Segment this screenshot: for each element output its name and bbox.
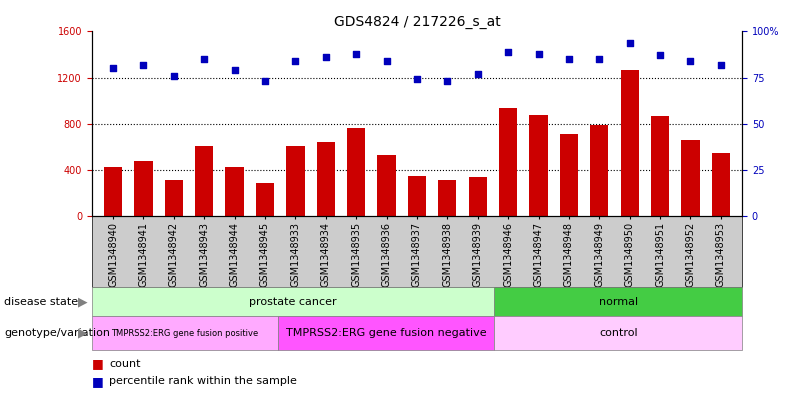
Point xyxy=(563,56,575,62)
Text: TMPRSS2:ERG gene fusion negative: TMPRSS2:ERG gene fusion negative xyxy=(286,328,486,338)
Point xyxy=(623,39,636,46)
Point xyxy=(654,52,666,59)
Bar xyxy=(591,125,608,216)
Point xyxy=(684,58,697,64)
Point xyxy=(714,62,727,68)
Bar xyxy=(226,167,243,216)
Text: normal: normal xyxy=(598,297,638,307)
Text: ▶: ▶ xyxy=(78,295,88,308)
Bar xyxy=(286,146,305,216)
Bar xyxy=(438,180,456,216)
Point xyxy=(168,73,180,79)
Bar xyxy=(195,146,213,216)
Text: ■: ■ xyxy=(92,357,104,370)
Text: TMPRSS2:ERG gene fusion positive: TMPRSS2:ERG gene fusion positive xyxy=(111,329,259,338)
Bar xyxy=(559,134,578,216)
Text: genotype/variation: genotype/variation xyxy=(4,328,110,338)
Bar xyxy=(256,183,275,216)
Bar xyxy=(164,180,183,216)
Bar xyxy=(712,152,730,216)
Bar xyxy=(347,129,365,216)
Point xyxy=(350,50,362,57)
Text: percentile rank within the sample: percentile rank within the sample xyxy=(109,376,297,386)
Point xyxy=(319,54,332,61)
Point xyxy=(441,78,454,84)
Text: ▶: ▶ xyxy=(78,327,88,340)
Bar xyxy=(681,140,700,216)
Text: count: count xyxy=(109,358,140,369)
Title: GDS4824 / 217226_s_at: GDS4824 / 217226_s_at xyxy=(334,15,500,29)
Text: ■: ■ xyxy=(92,375,104,388)
Point xyxy=(259,78,271,84)
Point xyxy=(107,65,120,72)
Point xyxy=(502,49,515,55)
Point xyxy=(198,56,211,62)
Point xyxy=(137,62,150,68)
Point xyxy=(472,71,484,77)
Point xyxy=(228,67,241,73)
Point xyxy=(289,58,302,64)
Point xyxy=(532,50,545,57)
Point xyxy=(593,56,606,62)
Bar xyxy=(134,161,152,216)
Point xyxy=(411,76,424,83)
Bar xyxy=(104,167,122,216)
Bar xyxy=(317,142,335,216)
Text: control: control xyxy=(599,328,638,338)
Point xyxy=(380,58,393,64)
Bar xyxy=(651,116,670,216)
Bar xyxy=(468,177,487,216)
Bar xyxy=(499,108,517,216)
Text: prostate cancer: prostate cancer xyxy=(249,297,337,307)
Bar xyxy=(377,155,396,216)
Text: disease state: disease state xyxy=(4,297,78,307)
Bar xyxy=(621,70,639,216)
Bar xyxy=(529,115,547,216)
Bar xyxy=(408,176,426,216)
